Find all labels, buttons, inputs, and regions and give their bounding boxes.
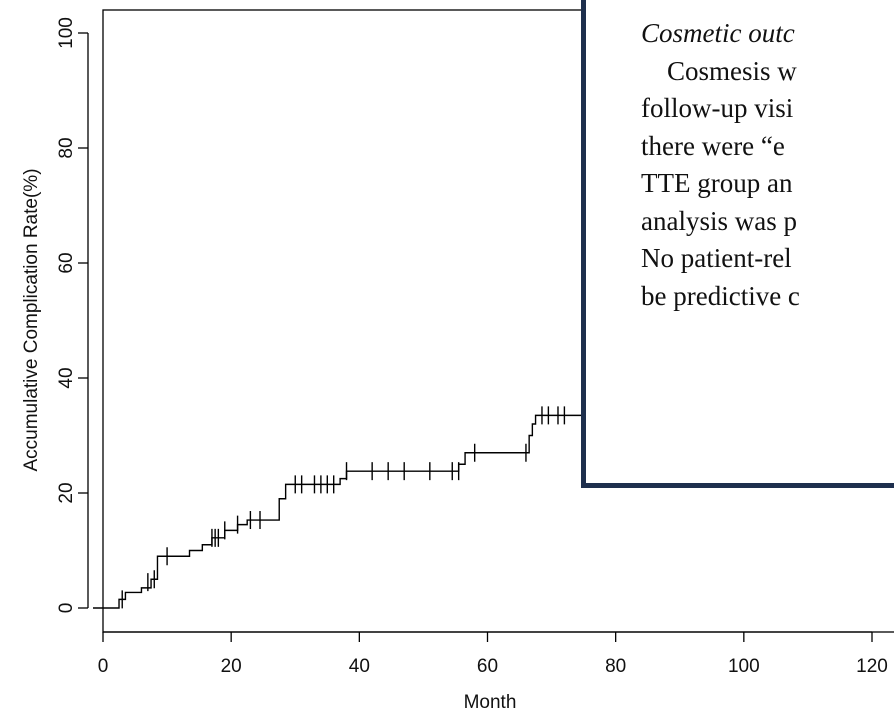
text-line: Cosmesis w [667, 55, 797, 86]
y-tick-label: 60 [56, 252, 77, 273]
text-line: follow-up visi [641, 93, 794, 123]
x-axis-label: Month [464, 692, 517, 713]
text-line: No patient-rel [641, 243, 792, 273]
text-overlay: Cosmetic outc Cosmesis w follow-up visi th… [581, 0, 894, 488]
step-line [93, 414, 584, 609]
y-tick-label: 40 [56, 367, 77, 388]
y-tick-label: 100 [56, 17, 77, 49]
text-line: there were “e [641, 130, 785, 161]
y-axis-label: Accumulative Complication Rate(%) [21, 168, 42, 471]
x-tick-label: 80 [605, 656, 626, 677]
y-tick-label: 0 [56, 603, 77, 614]
x-tick-label: 60 [477, 656, 498, 677]
y-tick-label: 80 [56, 137, 77, 158]
x-tick-label: 20 [221, 656, 242, 677]
x-tick-label: 100 [728, 656, 760, 677]
paragraph: Cosmesis w follow-up visi there were “e TTE… [641, 53, 894, 316]
x-tick-label: 40 [349, 656, 370, 677]
section-heading: Cosmetic outc [641, 18, 795, 48]
x-tick-label: 0 [98, 656, 109, 677]
text-line: TTE group an [641, 168, 793, 198]
x-tick-label: 120 [856, 656, 888, 677]
text-line: analysis was p [641, 205, 797, 236]
y-tick-label: 20 [56, 482, 77, 503]
text-line: be predictive c [641, 280, 800, 311]
